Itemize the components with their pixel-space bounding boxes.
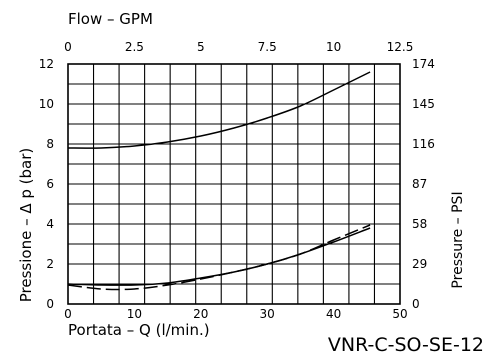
right-axis-tick-label: 145 bbox=[412, 97, 435, 111]
top-axis-tick-label: 7.5 bbox=[258, 40, 277, 54]
series-line-3 bbox=[67, 224, 371, 291]
x-axis-tick-label: 0 bbox=[64, 307, 72, 321]
left-axis-tick-label: 10 bbox=[39, 97, 54, 111]
left-axis-tick-label: 8 bbox=[46, 137, 54, 151]
right-axis-title: Pressure – PSI bbox=[450, 191, 466, 288]
right-axis-tick-label: 0 bbox=[412, 297, 420, 311]
top-axis-tick-label: 0 bbox=[64, 40, 72, 54]
right-axis-tick-label: 87 bbox=[412, 177, 427, 191]
top-axis-tick-label: 2.5 bbox=[125, 40, 144, 54]
left-axis-tick-label: 12 bbox=[39, 57, 54, 71]
left-axis-tick-label: 4 bbox=[46, 217, 54, 231]
right-axis-tick-label: 174 bbox=[412, 57, 435, 71]
top-axis-tick-label: 10 bbox=[326, 40, 341, 54]
series-line-2 bbox=[67, 227, 371, 286]
x-axis-tick-label: 40 bbox=[326, 307, 341, 321]
series-line-1 bbox=[67, 71, 371, 149]
series-group bbox=[67, 71, 371, 291]
x-axis-tick-label: 30 bbox=[260, 307, 275, 321]
right-axis-tick-label: 58 bbox=[412, 217, 427, 231]
right-axis-tick-label: 116 bbox=[412, 137, 435, 151]
x-axis-title: Portata – Q (l/min.) bbox=[68, 321, 210, 339]
left-axis-tick-label: 2 bbox=[46, 257, 54, 271]
top-axis-title: Flow – GPM bbox=[68, 10, 153, 28]
tick-labels: 0 2.5 5 7.5 10 12.5 0 10 20 30 40 50 0 2 4 6 8 10 12 0 29 58 8… bbox=[39, 40, 435, 321]
left-axis-tick-label: 0 bbox=[46, 297, 54, 311]
left-axis-title: Pressione – Δ p (bar) bbox=[17, 148, 35, 303]
left-axis-tick-label: 6 bbox=[46, 177, 54, 191]
top-axis-tick-label: 5 bbox=[197, 40, 205, 54]
plot-frame bbox=[67, 63, 401, 305]
x-axis-tick-label: 10 bbox=[127, 307, 142, 321]
right-axis-tick-label: 29 bbox=[412, 257, 427, 271]
model-code-label: VNR-C-SO-SE-12 bbox=[328, 334, 484, 356]
top-axis-tick-label: 12.5 bbox=[387, 40, 414, 54]
x-axis-tick-label: 20 bbox=[193, 307, 208, 321]
x-axis-tick-label: 50 bbox=[392, 307, 407, 321]
grid-lines bbox=[68, 64, 400, 304]
